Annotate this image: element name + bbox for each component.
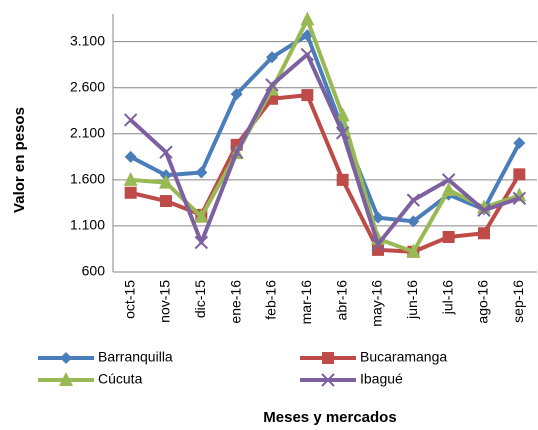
x-tick-label: abr-16: [333, 280, 349, 321]
legend-label: Bucaramanga: [360, 349, 447, 365]
marker: [124, 150, 137, 163]
x-tick-label: ago-16: [475, 280, 491, 324]
marker: [230, 88, 243, 101]
marker: [266, 51, 278, 64]
y-tick-label: 3.100: [70, 32, 105, 48]
marker: [477, 203, 491, 217]
marker: [371, 237, 385, 252]
marker: [300, 11, 315, 26]
marker: [194, 235, 209, 250]
x-tick-label: dic-15: [192, 280, 208, 318]
marker: [513, 168, 526, 181]
legend-marker: [59, 372, 73, 386]
marker: [160, 195, 172, 208]
marker: [159, 145, 173, 159]
legend-label: Ibagué: [360, 371, 403, 387]
marker: [335, 107, 350, 122]
marker: [194, 208, 209, 223]
marker: [195, 166, 208, 179]
marker: [123, 113, 138, 127]
marker: [478, 227, 490, 240]
marker: [406, 243, 421, 258]
y-tick-label: 1.100: [70, 217, 105, 233]
x-tick-label: jun-16: [404, 280, 420, 320]
x-tick-label: mar-16: [298, 280, 314, 325]
y-tick-label: 2.600: [70, 78, 105, 94]
marker: [441, 181, 456, 196]
x-tick-label: feb-16: [263, 280, 279, 320]
marker: [124, 186, 137, 199]
legend-marker: [322, 352, 334, 364]
y-tick-label: 600: [82, 263, 106, 279]
marker: [300, 47, 315, 62]
legend-label: Cúcuta: [98, 371, 143, 387]
legend-label: Barranquilla: [98, 349, 173, 365]
marker: [301, 29, 314, 42]
y-axis-title: Valor en pesos: [11, 107, 28, 213]
marker: [406, 193, 421, 207]
x-tick-label: ene-16: [227, 280, 243, 324]
marker: [372, 211, 384, 224]
marker: [442, 230, 455, 243]
marker: [123, 171, 138, 186]
x-tick-label: oct-15: [121, 280, 137, 319]
x-tick-label: nov-15: [157, 280, 173, 323]
marker: [407, 215, 420, 228]
marker: [335, 126, 350, 140]
x-tick-label: sep-16: [510, 280, 526, 323]
marker: [159, 174, 173, 189]
marker: [336, 173, 349, 186]
marker: [513, 137, 526, 149]
marker: [512, 191, 527, 205]
x-axis-title: Meses y mercados: [263, 409, 396, 426]
legend-marker: [321, 373, 335, 387]
marker: [265, 78, 279, 92]
marker: [301, 89, 314, 102]
series-line: [129, 33, 522, 224]
marker: [441, 173, 456, 187]
x-tick-label: jul-16: [439, 280, 455, 315]
y-tick-label: 2.100: [70, 124, 105, 140]
series-line: [130, 17, 520, 254]
marker: [229, 145, 244, 159]
y-tick-label: 1.600: [70, 171, 105, 187]
x-tick-label: may-16: [369, 280, 385, 327]
legend-marker: [60, 352, 72, 364]
